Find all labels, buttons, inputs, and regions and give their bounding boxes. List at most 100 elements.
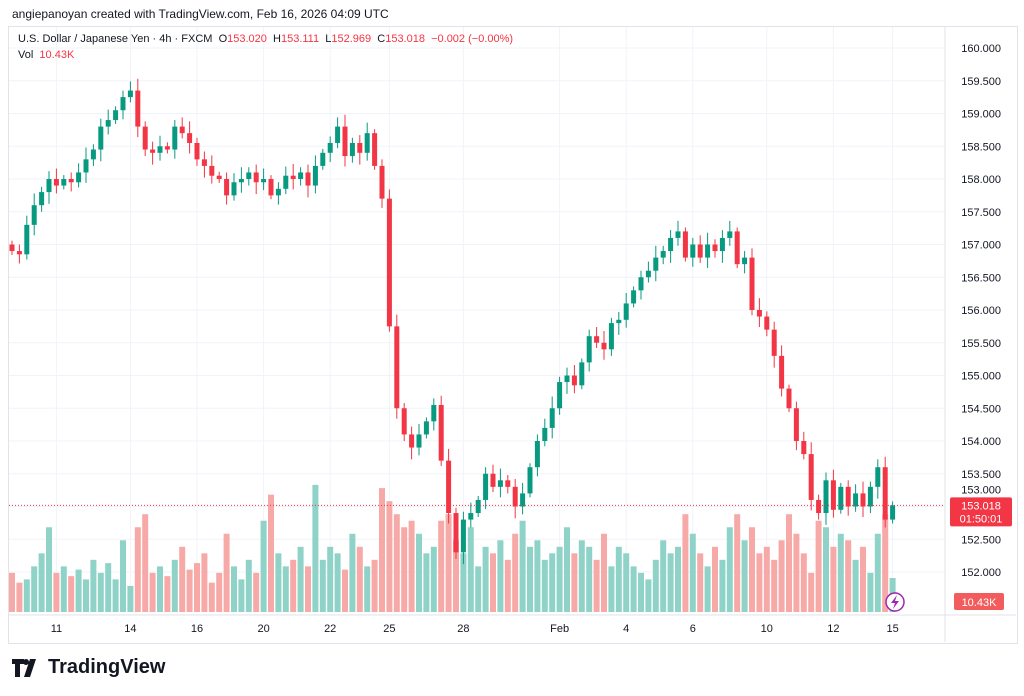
price-tick-label: 157.500: [961, 207, 1001, 219]
candle-body: [335, 126, 341, 143]
volume-bar: [186, 569, 193, 612]
volume-bar: [660, 540, 667, 612]
candle-body: [890, 505, 896, 520]
volume-bar: [675, 546, 681, 612]
volume-bar: [305, 566, 311, 612]
volume-bar: [778, 540, 785, 612]
volume-bar: [393, 514, 400, 612]
volume-bar: [808, 572, 815, 612]
candle-body: [542, 427, 548, 441]
time-tick-label: 14: [124, 623, 136, 635]
candle-body: [719, 237, 725, 252]
price-tick-label: 160.000: [961, 43, 1001, 55]
candle-body: [616, 319, 622, 324]
volume-bar: [9, 572, 15, 612]
candle-body: [113, 110, 119, 121]
candle-body: [808, 454, 814, 500]
volume-bar: [615, 546, 622, 612]
volume-bar: [253, 572, 260, 612]
candle-body: [853, 493, 859, 507]
volume-bar: [682, 514, 689, 612]
volume-bar: [416, 533, 422, 612]
candle-body: [527, 467, 533, 494]
candle-body: [290, 175, 296, 179]
candle-body: [105, 120, 111, 127]
price-tick-label: 158.500: [961, 141, 1001, 153]
volume-bar: [238, 579, 245, 612]
volume-bar: [652, 559, 659, 612]
volume-bar: [38, 553, 45, 612]
candle-body: [164, 146, 170, 150]
tradingview-logo[interactable]: TradingView: [12, 656, 165, 679]
volume-bar: [68, 576, 75, 612]
price-tick-label: 152.000: [961, 567, 1001, 579]
candle-body: [742, 257, 748, 265]
volume-bar: [134, 527, 141, 612]
low-value: 152.969: [331, 33, 372, 45]
candle-body: [76, 172, 82, 183]
volume-bar: [497, 540, 504, 612]
time-tick-label: 28: [457, 623, 469, 635]
candle-body: [571, 375, 577, 386]
candle-body: [867, 486, 873, 507]
volume-bar: [282, 566, 289, 612]
volume-bar: [23, 579, 30, 612]
candle-body: [423, 421, 429, 435]
price-tick-label: 159.000: [961, 109, 1001, 121]
time-tick-label: 10: [761, 623, 773, 635]
candle-body: [201, 159, 207, 166]
volume-bar: [571, 553, 578, 612]
candle-body: [793, 408, 799, 441]
volume-bar: [90, 559, 97, 612]
volume-bar: [874, 533, 881, 612]
volume-bar: [519, 520, 526, 612]
price-tick-label: 152.500: [961, 534, 1001, 546]
candle-body: [860, 493, 866, 507]
candle-body: [379, 165, 385, 199]
time-tick-label: 4: [623, 623, 629, 635]
candle-body: [172, 126, 178, 150]
time-tick-label: 16: [191, 623, 203, 635]
volume-bar: [837, 533, 844, 612]
candle-body: [786, 388, 792, 409]
volume-bar: [223, 533, 230, 612]
last-price-badge: [950, 497, 1012, 527]
candle-body: [68, 179, 74, 183]
volume-bar: [630, 566, 637, 612]
candle-body: [120, 97, 126, 111]
candle-body: [150, 149, 156, 153]
candle-body: [386, 198, 392, 327]
candle-body: [653, 257, 659, 271]
open-label: O: [218, 33, 228, 45]
price-tick-label: 156.000: [961, 305, 1001, 317]
volume-bar: [268, 494, 274, 612]
candle-body: [771, 329, 777, 356]
volume-bar: [453, 540, 459, 612]
candle-body: [564, 375, 570, 383]
volume-bar: [349, 533, 356, 612]
candle-body: [349, 142, 355, 157]
volume-bar: [882, 514, 889, 612]
candle-body: [83, 159, 89, 173]
volume-bar: [741, 540, 748, 612]
price-tick-label: 156.500: [961, 272, 1001, 284]
candle-body: [756, 310, 762, 317]
volume-bar: [179, 546, 186, 612]
candle-body: [749, 257, 755, 310]
volume-bar: [645, 579, 652, 612]
volume-bar: [638, 572, 644, 612]
price-tick-label: 153.500: [961, 469, 1001, 481]
volume-bar: [75, 569, 82, 612]
time-tick-label: 11: [51, 623, 62, 635]
candle-body: [24, 224, 30, 255]
volume-bar: [586, 546, 593, 612]
candle-body: [875, 467, 881, 487]
volume-bar: [46, 527, 52, 612]
candle-body: [16, 251, 22, 255]
price-tick-label: 155.500: [961, 338, 1001, 350]
candle-body: [690, 244, 696, 258]
volume-bar: [231, 566, 237, 612]
candle-body: [61, 179, 67, 186]
symbol-name[interactable]: U.S. Dollar / Japanese Yen · 4h · FXCM: [18, 33, 213, 45]
